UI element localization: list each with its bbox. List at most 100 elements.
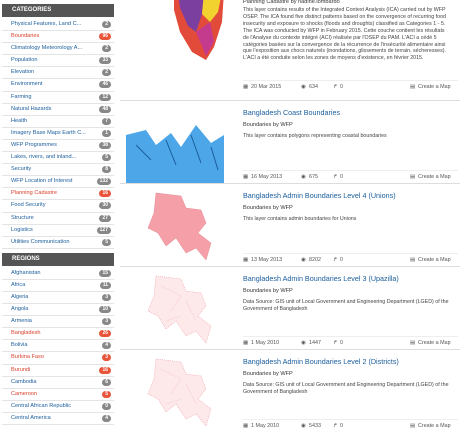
facet-item[interactable]: WFP Programmes 38 <box>2 140 114 153</box>
facet-item[interactable]: Cambodia 6 <box>2 377 114 389</box>
facet-label: Health <box>11 117 28 124</box>
facet-item[interactable]: Imagery Base Maps Earth C... 1 <box>2 128 114 140</box>
date-icon: ▦ <box>243 340 249 346</box>
create-map-link[interactable]: Create a Map <box>418 84 451 90</box>
layer-description: This layer contains results of the Integ… <box>243 7 446 62</box>
facet-count: 16 <box>99 190 111 198</box>
layer-date: 20 Mar 2015 <box>251 84 282 90</box>
facet-count: 38 <box>99 141 111 149</box>
views-icon: ◉ <box>301 84 306 90</box>
facet-label: Afghanistan <box>11 269 41 276</box>
facet-item[interactable]: Farming 12 <box>2 92 114 104</box>
facet-count: 27 <box>99 214 111 222</box>
facet-label: Farming <box>11 93 32 100</box>
facet-count: 30 <box>99 202 111 210</box>
share-count: 0 <box>340 174 343 180</box>
facet-label: Algeria <box>11 293 29 300</box>
facet-count: 26 <box>99 330 111 338</box>
facet-count: 16 <box>99 366 111 374</box>
facet-label: Cameroon <box>11 390 38 397</box>
share-icon: ↱ <box>333 174 338 180</box>
facet-item[interactable]: Food Security 30 <box>2 200 114 213</box>
facet-item[interactable]: Population 33 <box>2 55 114 68</box>
layer-title[interactable]: Bangladesh Admin Boundaries Level 3 (Upa… <box>243 274 399 283</box>
facet-item[interactable]: Central America 4 <box>2 413 114 425</box>
facet-item[interactable]: Africa 11 <box>2 280 114 292</box>
facet-item[interactable]: Planning Cadastre 16 <box>2 188 114 201</box>
facet-item[interactable]: Boundaries 96 <box>2 31 114 44</box>
view-count: 5433 <box>309 423 321 429</box>
layer-description: Data Source: GIS unit of Local Governmen… <box>243 299 449 312</box>
facet-item[interactable]: Burundi 16 <box>2 365 114 377</box>
thumbnail[interactable] <box>126 105 226 183</box>
facet-label: Burundi <box>11 366 31 373</box>
facet-item[interactable]: Health 7 <box>2 116 114 128</box>
layer-description: Data Source: GIS unit of Local Governmen… <box>243 382 449 395</box>
facet-item[interactable]: Logistics 127 <box>2 225 114 237</box>
facet-item[interactable]: Security 8 <box>2 164 114 177</box>
create-map-link[interactable]: Create a Map <box>418 340 451 346</box>
facet-item[interactable]: WFP Location of Interest 132 <box>2 176 114 189</box>
facet-label: Structure <box>11 214 34 221</box>
facet-label: Food Security <box>11 202 46 209</box>
separator <box>120 100 460 101</box>
facet-item[interactable]: Angola 10 <box>2 304 114 317</box>
layer-description: This layer contains admin boundaries for… <box>243 216 357 222</box>
separator <box>120 266 460 267</box>
thumbnail[interactable] <box>126 0 226 70</box>
facet-label: Angola <box>11 306 29 313</box>
layer-date: 16 May 2013 <box>251 174 283 180</box>
create-map-link[interactable]: Create a Map <box>418 423 451 429</box>
create-map-link[interactable]: Create a Map <box>418 257 451 263</box>
thumbnail[interactable] <box>126 188 226 266</box>
view-count: 634 <box>309 84 318 90</box>
layer-item: Bangladesh Coast Boundaries Boundaries by… <box>120 105 465 189</box>
view-count: 675 <box>309 174 318 180</box>
facet-count: 8 <box>102 166 111 174</box>
facet-count: 4 <box>102 414 111 422</box>
share-count: 0 <box>340 257 343 263</box>
facet-item[interactable]: Lakes, rivers, and inland... 5 <box>2 152 114 165</box>
facet-item[interactable]: Cameroon 5 <box>2 389 114 401</box>
layer-title[interactable]: Bangladesh Coast Boundaries <box>243 108 341 117</box>
facet-item[interactable]: Environment 46 <box>2 79 114 92</box>
thumbnail[interactable] <box>126 354 226 432</box>
facet-item[interactable]: Bolivia 4 <box>2 340 114 353</box>
facet-item[interactable]: Climatology Meteorology A... 2 <box>2 43 114 56</box>
facet-item[interactable]: Utilities Communication 5 <box>2 237 114 249</box>
facet-item[interactable]: Physical Features, Land C... 2 <box>2 19 114 32</box>
share-count: 0 <box>340 340 343 346</box>
share-icon: ↱ <box>333 340 338 346</box>
layer-byline: Planning Cadastre by nadine.lombardo <box>243 0 340 5</box>
thumbnail[interactable] <box>126 271 226 349</box>
facet-label: Environment <box>11 81 43 88</box>
facet-count: 10 <box>99 306 111 314</box>
facet-count: 5 <box>102 390 111 398</box>
date-icon: ▦ <box>243 174 249 180</box>
create-map-link[interactable]: Create a Map <box>418 174 451 180</box>
layer-title[interactable]: Bangladesh Admin Boundaries Level 2 (Dis… <box>243 357 399 366</box>
facet-item[interactable]: Natural Hazards 48 <box>2 104 114 116</box>
facet-item[interactable]: Armenia 3 <box>2 316 114 329</box>
facet-item[interactable]: Elevation 2 <box>2 67 114 80</box>
facet-item[interactable]: Structure 27 <box>2 213 114 225</box>
facet-label: Population <box>11 57 38 64</box>
facet-label: Imagery Base Maps Earth C... <box>11 129 86 136</box>
layer-title[interactable]: Bangladesh Admin Boundaries Level 4 (Uni… <box>243 191 396 200</box>
facet-label: WFP Programmes <box>11 141 57 148</box>
map-icon: ▤ <box>410 84 416 90</box>
layer-item: Planning Cadastre by nadine.lombardo This… <box>120 0 465 90</box>
facet-item[interactable]: Burkina Faso 3 <box>2 352 114 365</box>
facet-item[interactable]: Algeria 3 <box>2 292 114 305</box>
facet-count: 1 <box>102 129 111 137</box>
facet-item[interactable]: Afghanistan 15 <box>2 268 114 280</box>
facet-item[interactable]: Bangladesh 26 <box>2 328 114 341</box>
views-icon: ◉ <box>301 340 306 346</box>
layer-byline: Boundaries by WFP <box>243 205 293 211</box>
facet-label: WFP Location of Interest <box>11 178 73 185</box>
facet-label: Armenia <box>11 318 32 325</box>
facet-label: Natural Hazards <box>11 105 52 112</box>
layer-date: 13 May 2013 <box>251 257 283 263</box>
facet-label: Africa <box>11 281 26 288</box>
facet-item[interactable]: Central African Republic 0 <box>2 401 114 413</box>
